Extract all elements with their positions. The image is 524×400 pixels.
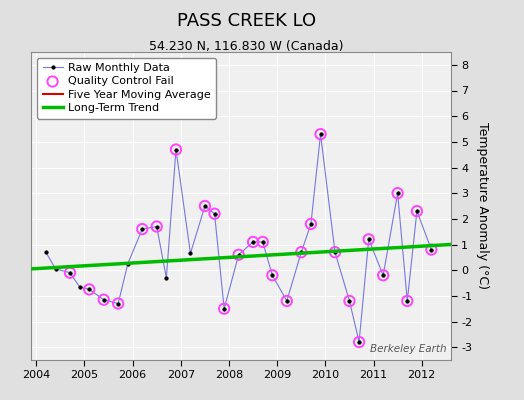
Raw Monthly Data	[187, 251, 193, 256]
Quality Control Fail	[220, 306, 228, 312]
Text: 54.230 N, 116.830 W (Canada): 54.230 N, 116.830 W (Canada)	[149, 40, 344, 53]
Legend: Raw Monthly Data, Quality Control Fail, Five Year Moving Average, Long-Term Tren: Raw Monthly Data, Quality Control Fail, …	[37, 58, 216, 119]
Quality Control Fail	[210, 210, 219, 217]
Quality Control Fail	[249, 239, 257, 245]
Raw Monthly Data	[101, 297, 107, 302]
Raw Monthly Data	[211, 211, 217, 216]
Raw Monthly Data	[52, 266, 59, 271]
Raw Monthly Data	[428, 247, 434, 252]
Raw Monthly Data	[346, 298, 353, 303]
Raw Monthly Data	[259, 240, 266, 244]
Quality Control Fail	[365, 236, 373, 242]
Raw Monthly Data	[414, 209, 420, 214]
Quality Control Fail	[234, 252, 243, 258]
Raw Monthly Data	[67, 270, 73, 275]
Raw Monthly Data	[332, 250, 338, 255]
Raw Monthly Data	[308, 222, 314, 226]
Quality Control Fail	[403, 298, 411, 304]
Quality Control Fail	[413, 208, 421, 214]
Raw Monthly Data	[43, 250, 49, 255]
Raw Monthly Data	[318, 132, 324, 136]
Text: PASS CREEK LO: PASS CREEK LO	[177, 12, 316, 30]
Raw Monthly Data	[235, 252, 242, 257]
Raw Monthly Data	[86, 287, 92, 292]
Raw Monthly Data	[202, 204, 208, 208]
Raw Monthly Data	[250, 240, 256, 244]
Raw Monthly Data	[154, 224, 160, 229]
Raw Monthly Data	[269, 273, 276, 278]
Raw Monthly Data	[356, 340, 362, 344]
Raw Monthly Data	[395, 191, 401, 196]
Quality Control Fail	[268, 272, 277, 278]
Y-axis label: Temperature Anomaly (°C): Temperature Anomaly (°C)	[476, 122, 489, 290]
Quality Control Fail	[379, 272, 387, 278]
Quality Control Fail	[355, 339, 363, 345]
Quality Control Fail	[66, 270, 74, 276]
Raw Monthly Data	[404, 298, 410, 303]
Quality Control Fail	[427, 246, 435, 253]
Quality Control Fail	[394, 190, 402, 196]
Quality Control Fail	[316, 131, 325, 137]
Raw Monthly Data	[283, 298, 290, 303]
Quality Control Fail	[331, 249, 339, 256]
Raw Monthly Data	[139, 227, 145, 232]
Quality Control Fail	[307, 221, 315, 227]
Raw Monthly Data	[366, 237, 372, 242]
Raw Monthly Data	[125, 261, 131, 266]
Quality Control Fail	[85, 286, 93, 293]
Quality Control Fail	[345, 298, 354, 304]
Quality Control Fail	[172, 146, 180, 153]
Quality Control Fail	[100, 296, 108, 303]
Line: Raw Monthly Data: Raw Monthly Data	[44, 132, 433, 344]
Quality Control Fail	[114, 300, 123, 307]
Raw Monthly Data	[221, 306, 227, 311]
Quality Control Fail	[282, 298, 291, 304]
Quality Control Fail	[201, 203, 209, 209]
Quality Control Fail	[138, 226, 146, 232]
Raw Monthly Data	[380, 273, 386, 278]
Raw Monthly Data	[77, 284, 83, 289]
Raw Monthly Data	[115, 301, 122, 306]
Raw Monthly Data	[163, 276, 169, 280]
Quality Control Fail	[258, 239, 267, 245]
Text: Berkeley Earth: Berkeley Earth	[370, 344, 446, 354]
Raw Monthly Data	[298, 250, 304, 255]
Raw Monthly Data	[173, 147, 179, 152]
Quality Control Fail	[297, 249, 305, 256]
Quality Control Fail	[152, 223, 161, 230]
